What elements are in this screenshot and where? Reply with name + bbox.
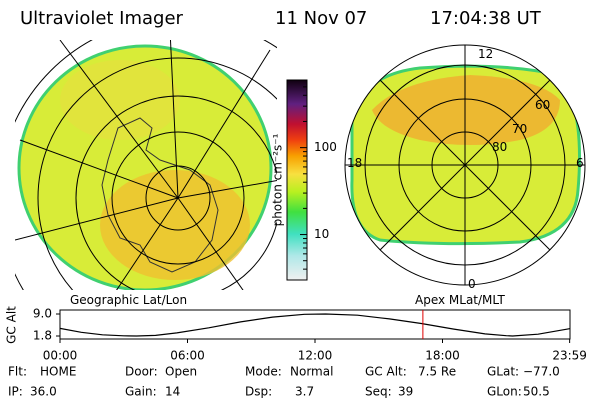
- hour-label: 6: [576, 156, 584, 170]
- y-tick-label: 1.8: [33, 329, 52, 343]
- status-label: Door:: [125, 365, 158, 379]
- status-label: GLat:: [487, 365, 519, 379]
- status-value: 50.5: [523, 385, 550, 399]
- magnetic-map: [344, 44, 586, 286]
- colorbar-tick-label: 100: [314, 140, 337, 154]
- colorbar-ticks: 100 10: [300, 79, 337, 281]
- status-label: Mode:: [245, 365, 282, 379]
- altitude-curve: [59, 313, 570, 337]
- status-value: 3.7: [295, 385, 314, 399]
- altitude-ylabel: GC Alt: [5, 306, 19, 344]
- status-value: 39: [398, 385, 413, 399]
- colorbar: [286, 79, 308, 281]
- map-label: Geographic Lat/Lon: [70, 293, 187, 307]
- x-tick-label: 06:00: [170, 349, 205, 363]
- title: Ultraviolet Imager: [20, 8, 184, 29]
- colorbar-label: photon cm⁻²s⁻¹: [271, 133, 285, 226]
- status-label: GLon:: [487, 385, 522, 399]
- status-value: 14: [165, 385, 180, 399]
- status-value: HOME: [40, 365, 76, 379]
- hour-label: 18: [347, 156, 362, 170]
- y-tick-label: 9.0: [33, 307, 52, 321]
- hour-label: 12: [478, 47, 493, 61]
- status-value: Open: [165, 365, 197, 379]
- status-label: Dsp:: [245, 385, 272, 399]
- altitude-plot: 9.0 1.8 00:00 06:00 12:00 18:00 23:59: [33, 307, 587, 363]
- status-value: Normal: [290, 365, 333, 379]
- lat-label: 80: [492, 140, 507, 154]
- x-tick-label: 23:59: [552, 349, 587, 363]
- geographic-map: [15, 40, 277, 290]
- time: 17:04:38 UT: [430, 8, 542, 29]
- status-value: 36.0: [30, 385, 57, 399]
- status-label: Flt:: [8, 365, 27, 379]
- status-label: IP:: [8, 385, 23, 399]
- lat-label: 60: [535, 98, 550, 112]
- status-panel: Flt: HOME Door: Open Mode: Normal GC Alt: 7.5 R…: [8, 365, 560, 399]
- status-label: Gain:: [125, 385, 157, 399]
- status-label: Seq:: [365, 385, 392, 399]
- x-tick-label: 00:00: [43, 349, 78, 363]
- status-label: GC Alt:: [365, 365, 407, 379]
- status-value: 7.5 Re: [418, 365, 456, 379]
- lat-label: 70: [512, 122, 527, 136]
- x-tick-label: 18:00: [425, 349, 460, 363]
- map-label: Apex MLat/MLT: [415, 293, 505, 307]
- x-tick-label: 12:00: [298, 349, 333, 363]
- hour-label: 0: [468, 277, 476, 291]
- date: 11 Nov 07: [275, 8, 367, 29]
- colorbar-tick-label: 10: [314, 227, 329, 241]
- status-value: −77.0: [523, 365, 560, 379]
